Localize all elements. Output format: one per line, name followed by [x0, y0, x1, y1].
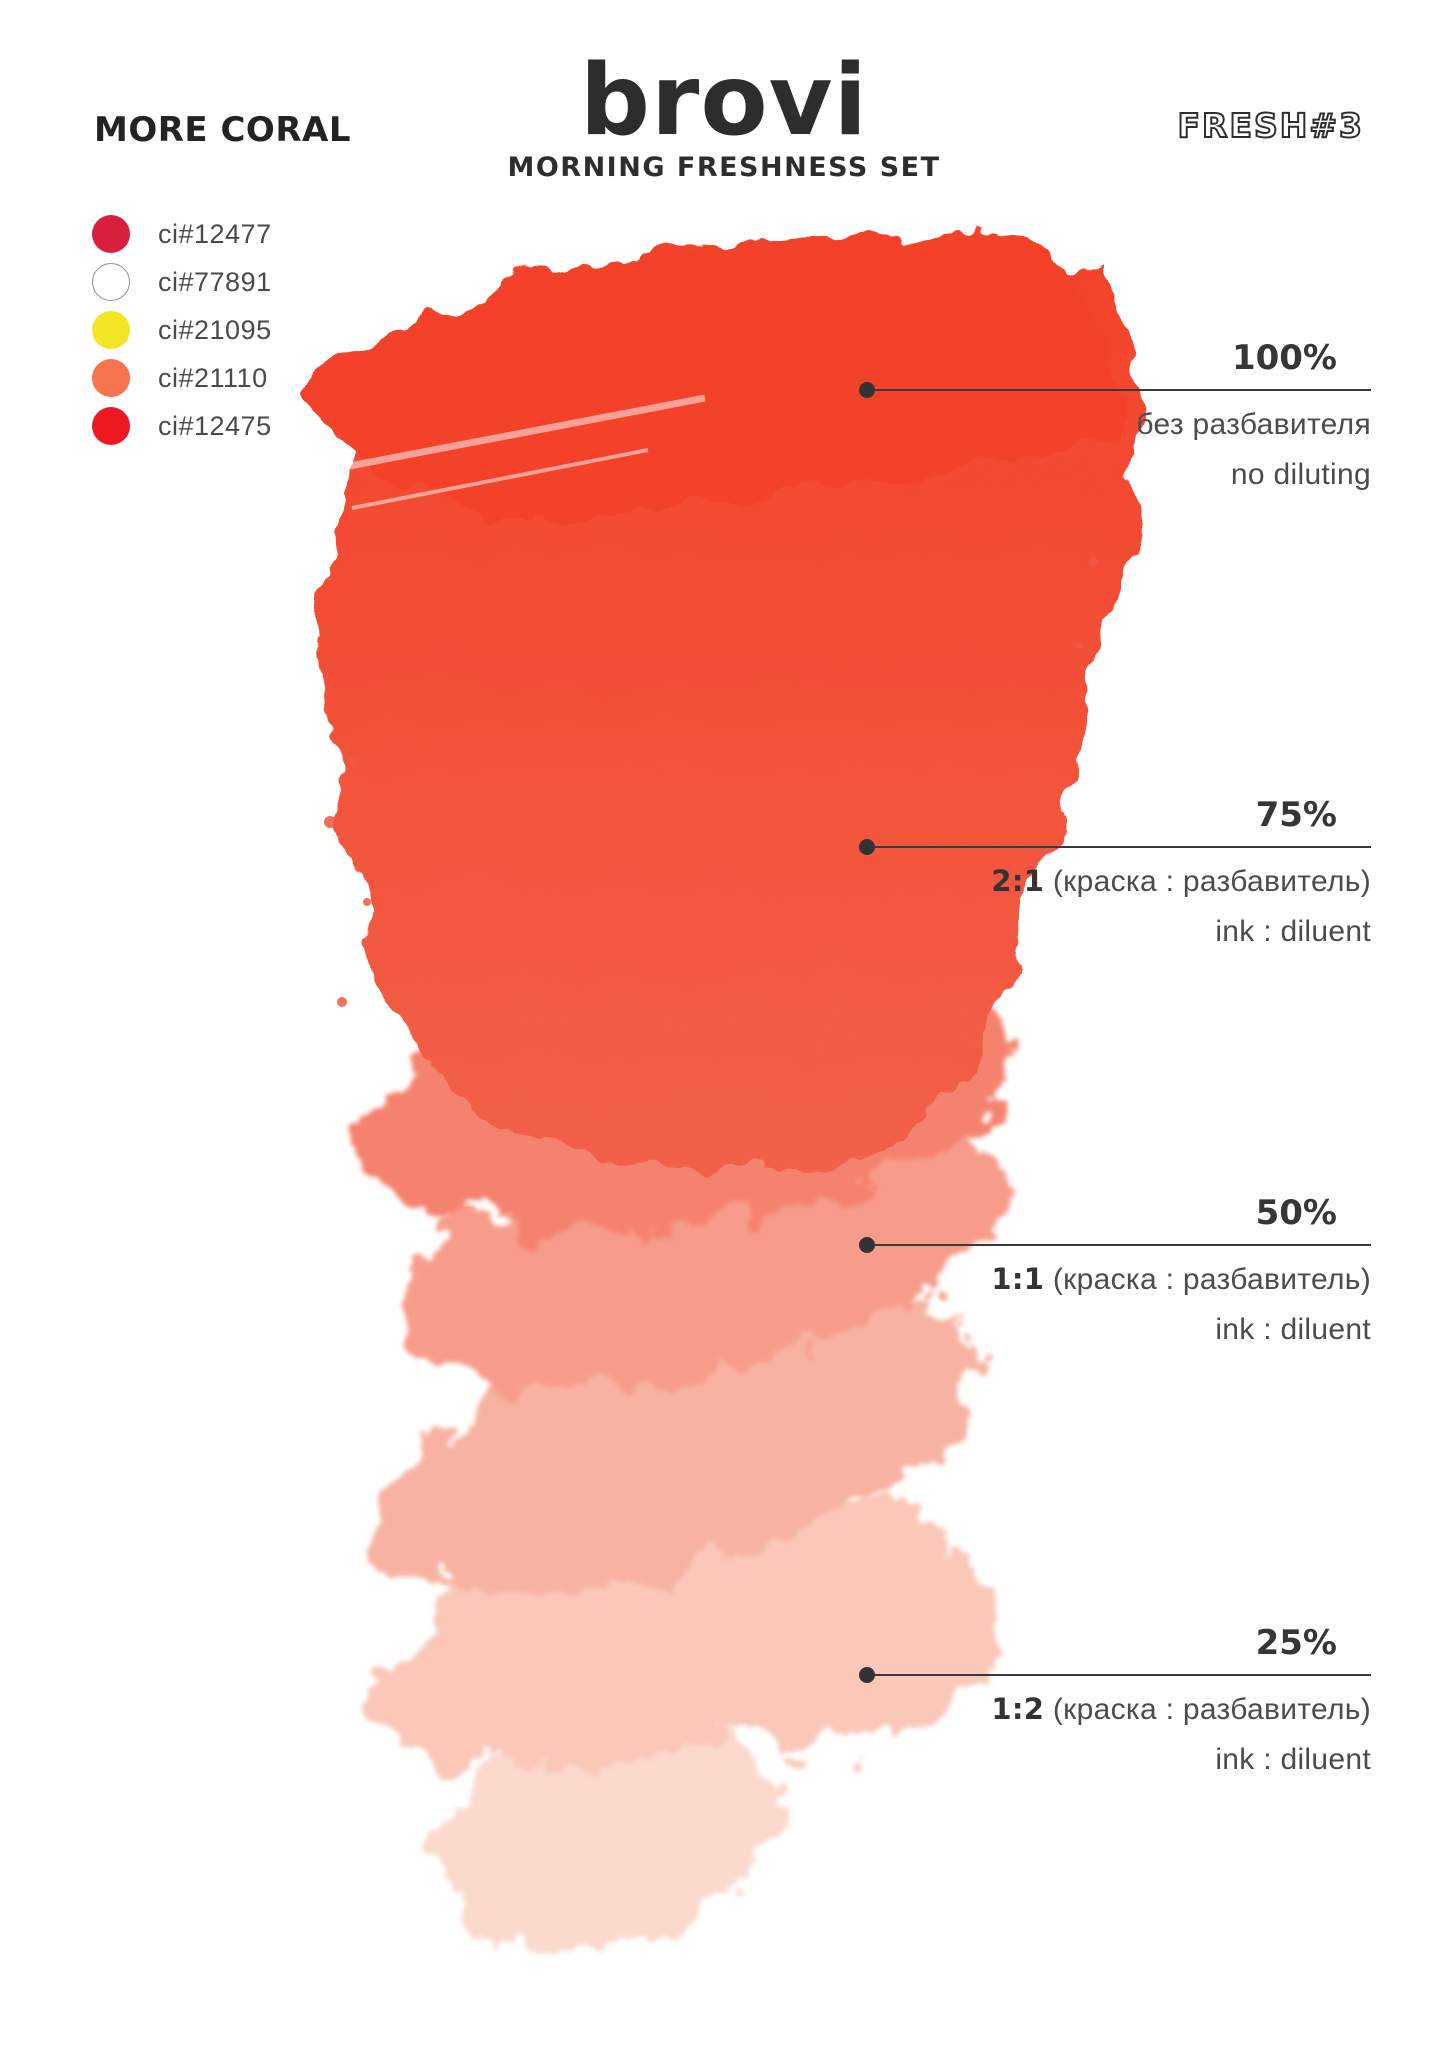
callout-dot-icon — [859, 839, 875, 855]
pigment-color-dot — [92, 407, 130, 445]
dilution-ratio: 2:1 (краска : разбавитель) — [991, 864, 1371, 898]
callout-50: 50% 1:1 (краска : разбавитель) ink : dil… — [859, 1193, 1371, 1347]
callout-line — [859, 1237, 1371, 1253]
pigment-code: ci#12477 — [158, 218, 272, 249]
watercolor-strokes — [288, 228, 1141, 1953]
dilution-ratio: 1:1 (краска : разбавитель) — [991, 1262, 1371, 1296]
set-code-badge: FRESH#3 — [1177, 105, 1364, 146]
pigment-color-dot — [92, 311, 130, 349]
color-name: MORE CORAL — [94, 110, 351, 150]
dilution-note: ink : diluent — [1215, 915, 1371, 948]
dilution-percent: 25% — [1255, 1623, 1337, 1663]
callout-75: 75% 2:1 (краска : разбавитель) ink : dil… — [859, 795, 1371, 949]
set-name: MORNING FRESHNESS SET — [507, 152, 941, 183]
dilution-ratio: без разбавителя — [1136, 408, 1371, 441]
highlight-streaks — [317, 394, 706, 510]
pigment-code: ci#77891 — [158, 266, 272, 297]
dilution-percent: 100% — [1231, 338, 1337, 378]
legend-item: ci#12477 — [92, 210, 272, 258]
callout-line — [859, 839, 1371, 855]
stroke-25-right — [709, 1543, 1001, 1747]
pigment-color-dot — [92, 263, 130, 301]
dilution-note: ink : diluent — [1215, 1313, 1371, 1346]
dilution-percent: 75% — [1255, 795, 1337, 835]
stroke-top — [288, 228, 1124, 521]
pigment-legend: ci#12477 ci#77891 ci#21095 ci#21110 ci#1… — [92, 210, 272, 450]
pigment-code: ci#21110 — [158, 362, 268, 393]
dilution-percent: 50% — [1255, 1193, 1337, 1233]
paint-speckles — [324, 557, 1098, 1007]
dilution-note: ink : diluent — [1215, 1743, 1371, 1776]
callout-dot-icon — [859, 382, 875, 398]
legend-item: ci#21110 — [92, 354, 272, 402]
pigment-color-dot — [92, 359, 130, 397]
stroke-35 — [371, 1295, 989, 1595]
callout-line — [859, 382, 1371, 398]
dilution-ratio: 1:2 (краска : разбавитель) — [991, 1692, 1371, 1726]
callout-dot-icon — [859, 1667, 875, 1683]
brand-logo: brovi — [579, 44, 869, 158]
dilution-note: no diluting — [1230, 458, 1371, 491]
pigment-code: ci#21095 — [158, 314, 272, 345]
callout-100: 100% без разбавителя no diluting — [859, 338, 1371, 492]
pigment-code: ci#12475 — [158, 410, 272, 441]
legend-item: ci#77891 — [92, 258, 272, 306]
callout-25: 25% 1:2 (краска : разбавитель) ink : dil… — [859, 1623, 1371, 1777]
callout-dot-icon — [859, 1237, 875, 1253]
callout-line — [859, 1667, 1371, 1683]
legend-item: ci#12475 — [92, 402, 272, 450]
legend-item: ci#21095 — [92, 306, 272, 354]
pigment-color-dot — [92, 215, 130, 253]
